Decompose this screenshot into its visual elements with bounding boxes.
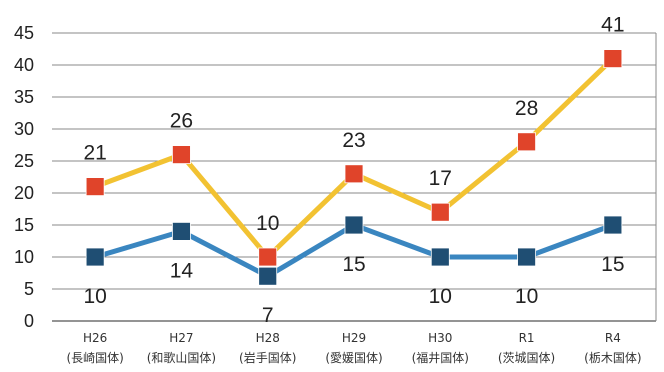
- data-label: 15: [342, 253, 365, 276]
- data-point-marker: [603, 49, 623, 68]
- data-label: 41: [601, 14, 624, 37]
- data-label: 28: [515, 97, 538, 120]
- x-axis-categories: H26 (長崎国体) H27 (和歌山国体) H28 (岩手国体) H29 (愛媛国体) H30…: [66, 331, 641, 365]
- data-point-marker: [85, 177, 105, 197]
- y-tick-label: 35: [14, 87, 34, 107]
- data-label: 10: [429, 285, 452, 308]
- y-tick-label: 15: [14, 215, 34, 235]
- data-point-marker: [430, 202, 450, 222]
- y-tick-label: 0: [24, 311, 34, 331]
- data-label: 23: [342, 129, 365, 152]
- x-category-sublabel: (愛媛国体): [325, 351, 382, 365]
- gridlines: [52, 32, 657, 322]
- data-point-marker: [517, 247, 536, 267]
- x-category-label: H30: [428, 331, 452, 345]
- data-point-marker: [430, 247, 450, 267]
- data-label: 17: [429, 167, 452, 190]
- data-label: 26: [170, 110, 193, 133]
- x-category-label: R4: [605, 331, 621, 345]
- data-label: 15: [601, 253, 624, 276]
- y-axis-ticks: 0 5 10 15 20 25 30 35 40 45: [14, 23, 34, 331]
- data-point-marker: [172, 221, 191, 241]
- x-category-sublabel: (栃木国体): [584, 351, 641, 365]
- x-category-sublabel: (岩手国体): [239, 350, 296, 365]
- x-category-sublabel: (和歌山国体): [147, 350, 216, 365]
- data-label: 10: [256, 212, 279, 235]
- x-category-label: H26: [83, 331, 107, 345]
- data-label: 10: [83, 285, 106, 308]
- data-point-marker: [603, 215, 623, 235]
- data-point-marker: [344, 215, 364, 235]
- data-label: 14: [170, 259, 194, 282]
- x-category-sublabel: (茨城国体): [498, 351, 555, 365]
- y-tick-label: 45: [14, 23, 34, 43]
- x-category-label: H29: [342, 331, 366, 345]
- x-category-sublabel: (福井国体): [412, 350, 469, 365]
- data-point-marker: [344, 164, 364, 184]
- y-tick-label: 40: [14, 55, 34, 75]
- data-point-marker: [517, 132, 536, 152]
- y-tick-label: 25: [14, 151, 34, 171]
- series-layer: [85, 49, 623, 286]
- data-point-marker: [172, 145, 191, 165]
- data-labels: 21 26 10 23 17 28 41 10 14 7 15 10 10 15: [83, 14, 624, 328]
- x-category-label: H27: [169, 331, 193, 345]
- y-tick-label: 30: [14, 119, 34, 139]
- data-label: 7: [262, 304, 274, 327]
- data-label: 21: [83, 142, 106, 165]
- x-category-label: R1: [519, 331, 535, 345]
- data-point-marker: [258, 266, 278, 286]
- data-point-marker: [85, 247, 105, 267]
- data-label: 10: [515, 285, 538, 308]
- y-tick-label: 10: [14, 247, 34, 267]
- y-tick-label: 20: [14, 183, 34, 203]
- y-tick-label: 5: [24, 279, 34, 299]
- x-category-label: H28: [256, 331, 280, 345]
- x-category-sublabel: (長崎国体): [66, 351, 123, 365]
- data-point-marker: [258, 247, 278, 267]
